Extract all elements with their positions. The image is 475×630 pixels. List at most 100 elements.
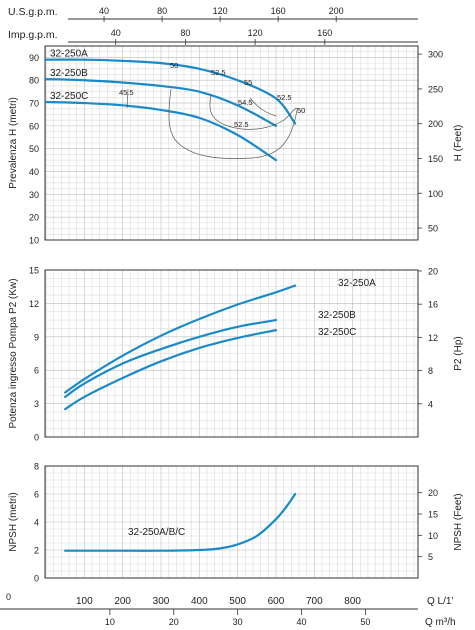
q-lmin-tick-label: 100 [76,596,93,607]
y-tick-label: 0 [34,574,39,584]
q-m3h-axis-label: Q m³/h [425,617,456,628]
us-gpm-tick-label: 200 [329,6,344,16]
q-m3h-tick-label: 40 [297,617,307,627]
y-axis-title: NPSH (metri) [8,492,19,551]
y2-tick-label: 12 [428,333,438,343]
imp-gpm-axis-label: Imp.g.p.m. [8,29,58,41]
panel-frame [44,45,419,241]
imp-gpm-tick-label: 80 [180,28,190,38]
y-tick-label: 0 [34,433,39,443]
y2-tick-label: 16 [428,300,438,310]
efficiency-label: 52.5 [234,120,249,129]
series-label-npsh: 32-250A/B/C [128,527,185,538]
series-label-32-250A: 32-250A [50,49,88,60]
y2-tick-label: 150 [428,154,443,164]
efficiency-isoline [126,88,129,109]
y-tick-label: 20 [29,213,39,223]
y2-tick-label: 250 [428,84,443,94]
y2-tick-label: 20 [428,488,438,498]
y-tick-label: 6 [34,366,39,376]
series-label-32-250C: 32-250C [50,91,88,102]
y2-tick-label: 20 [428,266,438,276]
series-line-32-250C [44,100,278,162]
y-tick-label: 2 [34,546,39,556]
y2-axis-title: NPSH (Feet) [453,493,464,550]
series-line-32-250A [64,284,297,394]
us-gpm-tick-label: 160 [271,6,286,16]
zero-label: 0 [6,592,11,602]
y2-tick-label: 100 [428,189,443,199]
efficiency-label: 55 [244,78,252,87]
panel-frame [44,465,419,579]
y-tick-label: 60 [29,121,39,131]
panel-frame [44,269,419,438]
y-tick-label: 10 [29,236,39,246]
us-gpm-tick-label: 120 [213,6,228,16]
q-lmin-tick-label: 500 [229,596,246,607]
y-tick-label: 8 [34,462,39,472]
y2-tick-label: 200 [428,119,443,129]
series-label-p2-32-250A: 32-250A [338,278,376,289]
q-m3h-tick-label: 30 [233,617,243,627]
efficiency-isoline [209,94,299,130]
y2-tick-label: 15 [428,509,438,519]
series-label-p2-32-250C: 32-250C [318,327,356,338]
us-gpm-tick-label: 40 [99,6,109,16]
y-tick-label: 15 [29,266,39,276]
imp-gpm-tick-label: 120 [248,28,263,38]
y-tick-label: 40 [29,167,39,177]
series-line-32-250B [44,77,278,127]
y2-tick-label: 300 [428,50,443,60]
series-line-32-250A/B/C [64,492,297,552]
y-tick-label: 4 [34,518,39,528]
efficiency-label: 52.5 [277,93,292,102]
imp-gpm-tick-label: 160 [317,28,332,38]
q-m3h-tick-label: 10 [105,617,115,627]
efficiency-label: 54.5 [238,98,253,107]
frame-layer [0,16,422,615]
y-tick-label: 80 [29,76,39,86]
us-gpm-tick-label: 80 [157,6,167,16]
efficiency-label: 50 [170,61,178,70]
y-tick-label: 9 [34,332,39,342]
series-label-32-250B: 32-250B [50,68,88,79]
y-tick-label: 30 [29,190,39,200]
efficiency-isoline [249,97,277,117]
y2-tick-label: 4 [428,399,433,409]
series-line-32-250B [64,319,278,399]
series-line-32-250A [44,58,297,125]
curve-layer [44,58,299,552]
grid-layer [45,45,418,579]
imp-gpm-tick-label: 40 [111,28,121,38]
us-gpm-axis-label: U.S.g.p.m. [8,6,58,18]
efficiency-isoline [168,88,298,159]
q-lmin-tick-label: 300 [153,596,170,607]
y-axis-title: Potenza ingresso Pompa P2 (Kw) [8,278,19,428]
y-tick-label: 90 [29,53,39,63]
y-tick-label: 70 [29,99,39,109]
q-lmin-tick-label: 200 [114,596,131,607]
y2-tick-label: 8 [428,366,433,376]
y-tick-label: 50 [29,144,39,154]
q-lmin-axis-label: Q L/1' [427,596,453,607]
y-axis-title: Prevalenza H (metri) [8,97,19,189]
y2-axis-title: P2 (Hp) [453,336,464,370]
y2-tick-label: 10 [428,531,438,541]
efficiency-label: 50 [297,106,305,115]
q-lmin-tick-label: 400 [191,596,208,607]
y2-axis-title: H (Feet) [453,125,464,162]
series-line-32-250C [64,329,278,411]
efficiency-label: 45.5 [119,88,134,97]
y2-tick-label: 5 [428,552,433,562]
efficiency-label: 52.5 [211,68,226,77]
y-tick-label: 3 [34,399,39,409]
q-lmin-tick-label: 800 [344,596,361,607]
y-tick-label: 6 [34,490,39,500]
series-label-p2-32-250B: 32-250B [318,310,356,321]
q-lmin-tick-label: 600 [268,596,285,607]
q-m3h-tick-label: 50 [360,617,370,627]
y-tick-label: 12 [29,299,39,309]
q-lmin-tick-label: 700 [306,596,323,607]
